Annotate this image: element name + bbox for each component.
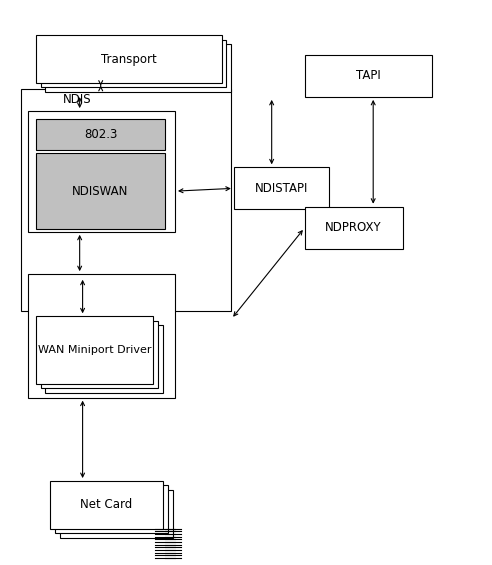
Bar (305, 55, 432, 97)
Bar (55, 485, 168, 533)
Text: Net Card: Net Card (81, 498, 133, 511)
Bar (35, 316, 153, 384)
Text: WAN Miniport Driver: WAN Miniport Driver (37, 345, 151, 355)
Text: 802.3: 802.3 (84, 128, 117, 141)
Text: NDISWAN: NDISWAN (72, 185, 128, 198)
Bar (35, 153, 165, 229)
Text: TAPI: TAPI (356, 69, 381, 82)
Bar (60, 490, 173, 538)
Bar (40, 321, 158, 388)
Bar (305, 207, 402, 249)
Bar (35, 35, 221, 83)
Text: NDISTAPI: NDISTAPI (255, 182, 308, 195)
Bar (50, 481, 163, 529)
Text: NDIS: NDIS (63, 93, 92, 106)
Bar (29, 111, 175, 232)
Text: NDPROXY: NDPROXY (325, 221, 382, 234)
Bar (21, 89, 231, 311)
Bar (45, 325, 163, 393)
Bar (45, 44, 231, 92)
Bar (40, 40, 226, 88)
Text: Transport: Transport (101, 53, 156, 66)
Bar (234, 167, 329, 210)
Bar (35, 119, 165, 150)
Bar (29, 274, 175, 398)
